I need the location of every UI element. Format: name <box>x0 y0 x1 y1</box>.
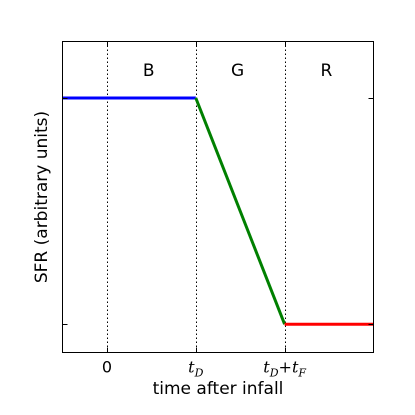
region-label-b: B <box>143 61 155 81</box>
x-tick-label-0: 0 <box>102 358 112 377</box>
region-label-g: G <box>231 61 244 81</box>
grid-layer <box>107 41 286 353</box>
series-layer <box>62 96 374 326</box>
x-tick-label-1: tD <box>188 358 203 380</box>
plot-frame <box>62 41 374 353</box>
x-axis-label: time after infall <box>153 379 284 399</box>
x-tick-label-2: tD+tF <box>263 358 306 380</box>
y-axis-label: SFR (arbitrary units) <box>32 111 52 283</box>
series-line-1 <box>194 97 286 325</box>
xtick-label-layer: 0 tD tD+tF <box>102 358 307 380</box>
tick-layer <box>62 41 374 353</box>
region-label-r: R <box>320 61 332 81</box>
